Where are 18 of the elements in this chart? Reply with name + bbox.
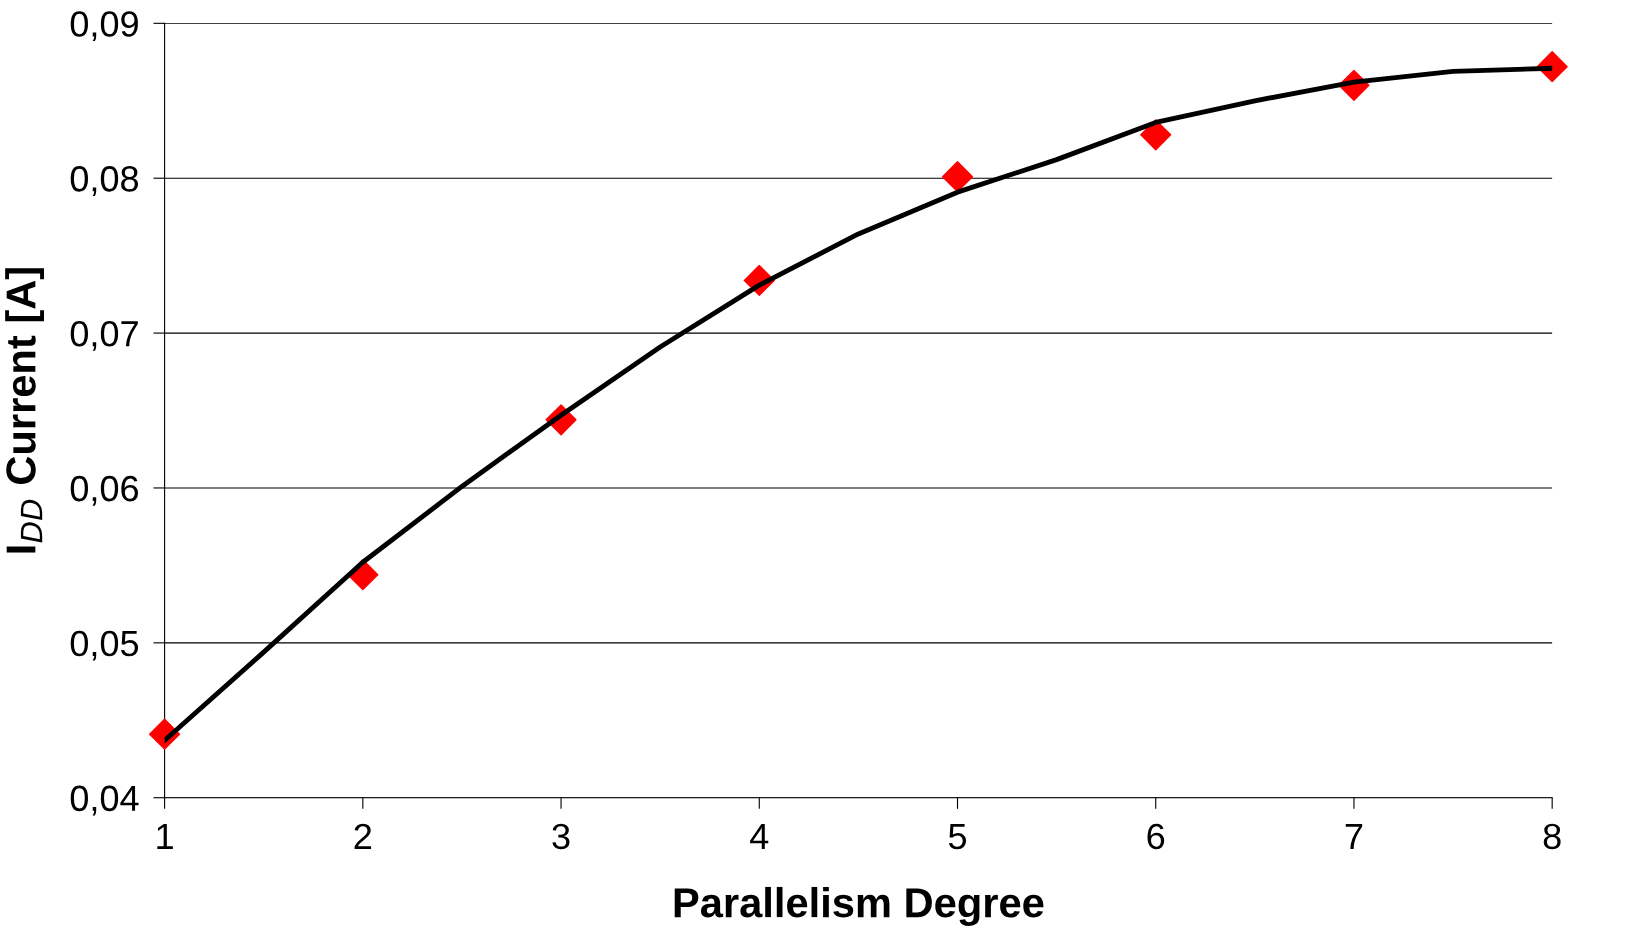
x-tick-label: 4 [750,824,769,849]
y-tick-label: 0,06 [70,475,139,506]
x-tick-label: 2 [354,823,372,849]
x-tick-label: 5 [948,824,967,850]
y-tick-label: 0,08 [70,166,139,196]
y-tick-label: 0,09 [70,11,138,42]
x-axis-title: Parallelism Degree [674,886,1044,926]
x-tick-label: 1 [157,824,173,849]
point [1140,119,1172,151]
x-tick-label: 6 [1147,823,1165,850]
point [941,161,974,193]
y-tick-label: 0,07 [70,320,138,351]
y-tick-label: 0,04 [70,785,139,816]
y-axis-title: I$_{DD}$ Current [A] [5,268,44,553]
x-tick-label: 7 [1345,824,1363,849]
x-tick-label: 3 [552,823,570,850]
y-tick-label: 0,05 [70,630,139,661]
x-tick-label: 8 [1543,823,1561,850]
